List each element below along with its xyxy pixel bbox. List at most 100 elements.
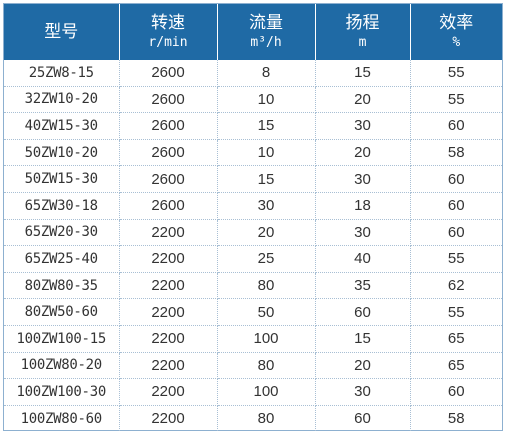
cell-speed: 2600	[119, 165, 218, 193]
cell-efficiency: 60	[410, 192, 502, 220]
cell-flow: 100	[217, 325, 316, 353]
cell-model: 50ZW10-20	[4, 139, 120, 167]
table-row: 100ZW80-20 2200 80 20 65	[4, 352, 502, 380]
cell-model: 100ZW80-20	[4, 352, 120, 380]
cell-model: 80ZW50-60	[4, 298, 120, 326]
cell-flow: 80	[217, 352, 316, 380]
cell-efficiency: 65	[410, 352, 502, 380]
cell-model: 100ZW100-15	[4, 325, 120, 353]
cell-flow: 15	[217, 112, 316, 140]
header-head-unit: m	[358, 35, 367, 50]
cell-efficiency: 65	[410, 325, 502, 353]
cell-speed: 2200	[119, 245, 218, 273]
cell-flow: 50	[217, 298, 316, 326]
cell-model: 65ZW20-30	[4, 219, 120, 247]
cell-efficiency: 60	[410, 112, 502, 140]
cell-efficiency: 55	[410, 245, 502, 273]
cell-head: 35	[315, 272, 411, 300]
cell-model: 100ZW80-60	[4, 405, 120, 432]
cell-head: 20	[315, 352, 411, 380]
cell-head: 30	[315, 112, 411, 140]
table-row: 100ZW100-30 2200 100 30 60	[4, 378, 502, 406]
cell-flow: 100	[217, 378, 316, 406]
cell-flow: 10	[217, 139, 316, 167]
cell-efficiency: 55	[410, 60, 502, 87]
header-efficiency-label: 效率	[439, 13, 474, 33]
cell-speed: 2200	[119, 325, 218, 353]
cell-speed: 2200	[119, 298, 218, 326]
cell-head: 15	[315, 325, 411, 353]
cell-speed: 2200	[119, 352, 218, 380]
cell-efficiency: 58	[447, 410, 465, 428]
table-row: 100ZW80-60 2200 80 60 58	[4, 405, 502, 432]
cell-speed: 2600	[119, 60, 218, 87]
cell-speed: 2600	[119, 112, 218, 140]
table-row: 65ZW20-30 2200 20 30 60	[4, 219, 502, 247]
cell-model: 65ZW30-18	[4, 192, 120, 220]
header-model-label: 型号	[44, 22, 79, 42]
cell-speed: 2200	[119, 272, 218, 300]
cell-efficiency: 62	[410, 272, 502, 300]
table-row: 50ZW10-20 2600 10 20 58	[4, 139, 502, 167]
cell-efficiency: 55	[410, 298, 502, 326]
cell-flow: 25	[217, 245, 316, 273]
cell-head: 18	[315, 192, 411, 220]
header-model: 型号	[4, 4, 120, 60]
table-row: 65ZW25-40 2200 25 40 55	[4, 245, 502, 273]
table-row: 50ZW15-30 2600 15 30 60	[4, 165, 502, 193]
cell-head: 30	[315, 219, 411, 247]
cell-flow: 10	[217, 86, 316, 114]
cell-head: 30	[315, 165, 411, 193]
header-flow-label: 流量	[249, 13, 283, 33]
cell-speed: 2200	[119, 378, 218, 406]
cell-head: 15	[315, 60, 411, 87]
cell-model: 50ZW15-30	[4, 165, 120, 193]
cell-flow: 80	[217, 405, 316, 432]
cell-flow: 30	[217, 192, 316, 220]
cell-efficiency: 60	[410, 165, 502, 193]
cell-head: 60	[315, 298, 411, 326]
table-row: 100ZW100-15 2200 100 15 65	[4, 325, 502, 353]
cell-flow: 15	[217, 165, 316, 193]
cell-model: 32ZW10-20	[4, 86, 120, 114]
cell-model: 100ZW100-30	[4, 378, 120, 406]
cell-speed: 2600	[119, 86, 218, 114]
cell-head: 60	[315, 405, 411, 432]
cell-flow: 8	[217, 60, 316, 87]
header-efficiency: 效率 %	[410, 4, 502, 60]
cell-flow: 80	[217, 272, 316, 300]
table-row: 25ZW8-15 2600 8 15 55	[4, 60, 502, 87]
cell-flow: 20	[217, 219, 316, 247]
table-row: 80ZW80-35 2200 80 35 62	[4, 272, 502, 300]
cell-efficiency: 58	[410, 139, 502, 167]
header-head-label: 扬程	[345, 13, 380, 33]
cell-model: 65ZW25-40	[4, 245, 120, 273]
cell-efficiency: 60	[410, 378, 502, 406]
cell-speed: 2600	[119, 192, 218, 220]
cell-head: 20	[315, 139, 411, 167]
cell-efficiency: 60	[410, 219, 502, 247]
header-efficiency-unit: %	[452, 35, 461, 50]
cell-speed: 2600	[119, 139, 218, 167]
header-head: 扬程 m	[315, 4, 411, 60]
cell-efficiency: 55	[410, 86, 502, 114]
table-row: 32ZW10-20 2600 10 20 55	[4, 86, 502, 114]
cell-model: 25ZW8-15	[4, 60, 120, 87]
cell-head: 40	[315, 245, 411, 273]
cell-model: 40ZW15-30	[4, 112, 120, 140]
header-row: 型号 转速 r/min 流量 m³/h 扬程 m 效率 %	[4, 4, 502, 60]
table-row: 65ZW30-18 2600 30 18 60	[4, 192, 502, 220]
cell-head: 30	[315, 378, 411, 406]
pump-spec-table-container: 型号 转速 r/min 流量 m³/h 扬程 m 效率 %	[3, 3, 503, 432]
header-speed-unit: r/min	[148, 35, 188, 50]
cell-head: 20	[315, 86, 411, 114]
table-body: 25ZW8-15 2600 8 15 55 32ZW10-20 2600 10 20 55 40ZW…	[4, 60, 502, 432]
table-row: 40ZW15-30 2600 15 30 60	[4, 112, 502, 140]
cell-speed: 2200	[119, 219, 218, 247]
pump-spec-table: 型号 转速 r/min 流量 m³/h 扬程 m 效率 %	[4, 4, 502, 432]
header-flow: 流量 m³/h	[217, 4, 316, 60]
header-speed-label: 转速	[151, 13, 185, 33]
table-row: 80ZW50-60 2200 50 60 55	[4, 298, 502, 326]
header-speed: 转速 r/min	[119, 4, 218, 60]
cell-model: 80ZW80-35	[4, 272, 120, 300]
